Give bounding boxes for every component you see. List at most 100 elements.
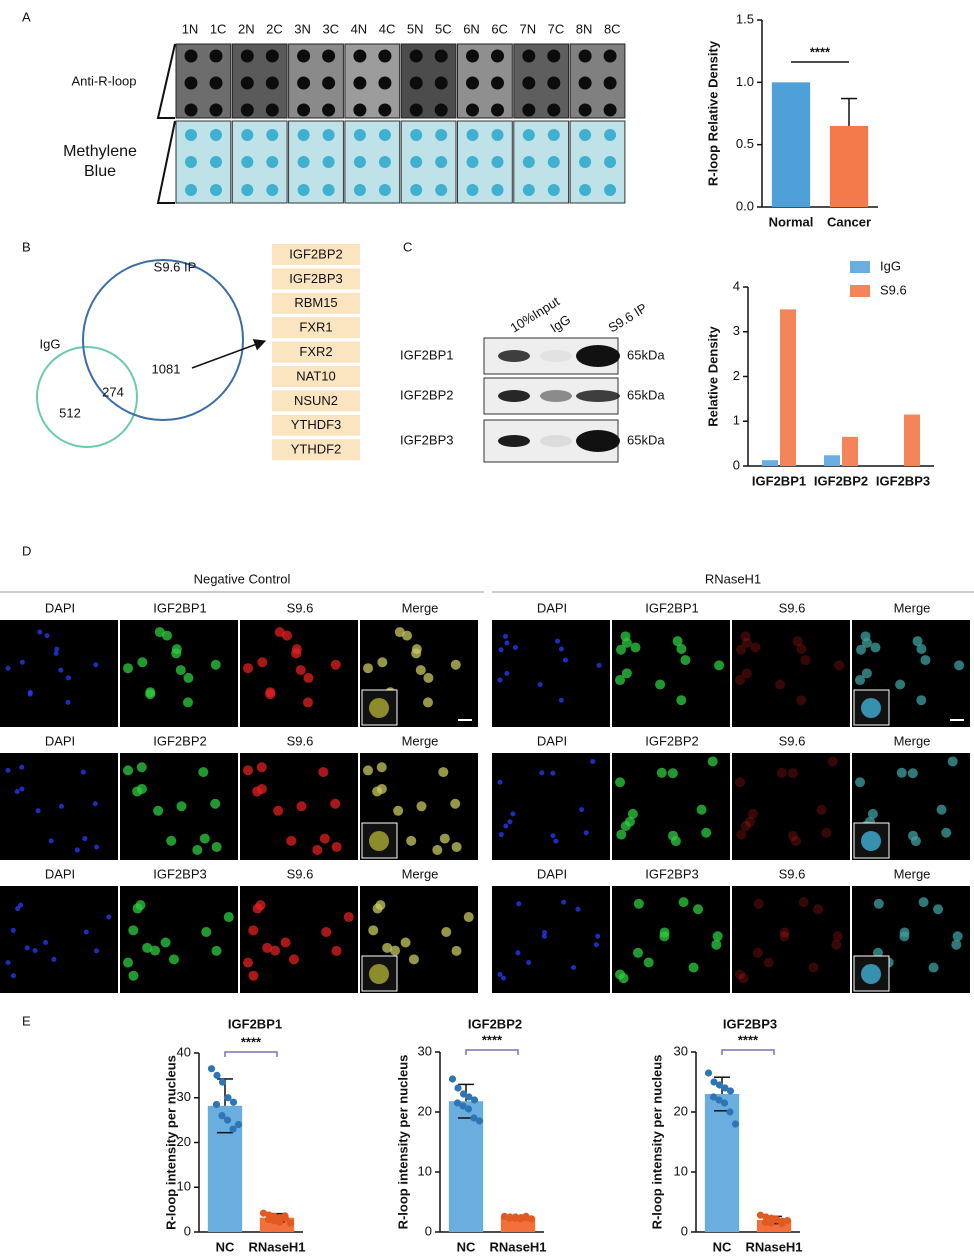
cell xyxy=(210,798,221,809)
blot-dot xyxy=(409,76,423,90)
cell xyxy=(896,767,907,778)
blot-dot xyxy=(353,76,367,90)
point xyxy=(459,1102,467,1110)
cell xyxy=(615,675,626,686)
lane-label: 2N xyxy=(238,21,255,36)
panel-label: C xyxy=(403,239,412,254)
cell xyxy=(947,756,958,767)
cell xyxy=(899,931,910,942)
stain-dot xyxy=(322,156,335,168)
channel-label: DAPI xyxy=(45,866,75,881)
row-label: Methylene Blue xyxy=(63,143,137,180)
point xyxy=(454,1084,462,1092)
venn-count: 274 xyxy=(102,384,124,399)
cell xyxy=(693,904,704,915)
cell xyxy=(643,957,654,968)
venn-count: 1081 xyxy=(152,361,181,376)
cell xyxy=(555,638,561,644)
blot-dot xyxy=(409,103,423,117)
point xyxy=(207,1065,216,1073)
blot-dot xyxy=(547,49,561,63)
point xyxy=(264,1215,273,1224)
cell xyxy=(343,912,354,923)
lane-label: 6C xyxy=(491,21,508,36)
cell xyxy=(595,933,601,939)
stain-dot xyxy=(579,184,592,196)
channel-label: DAPI xyxy=(537,600,567,615)
stain-dot xyxy=(435,129,448,141)
cell xyxy=(176,801,187,812)
blot-dot xyxy=(603,76,617,90)
cell xyxy=(616,644,627,655)
channel-label: Merge xyxy=(402,866,439,881)
point xyxy=(224,1094,232,1102)
cell xyxy=(252,903,263,914)
y-tick-label: 0 xyxy=(733,457,740,472)
point xyxy=(223,1116,232,1124)
channel-label: IGF2BP3 xyxy=(645,866,698,881)
point xyxy=(505,1214,514,1222)
blot-dot xyxy=(491,76,504,90)
y-axis-label: R-loop intensity per nucleus xyxy=(395,1055,410,1230)
stain-dot xyxy=(185,156,197,168)
cell xyxy=(211,841,222,852)
cell xyxy=(941,827,952,838)
bar xyxy=(762,460,778,466)
cell xyxy=(74,847,80,853)
point xyxy=(270,1217,278,1225)
cell xyxy=(166,835,177,846)
lane-label: 8N xyxy=(576,21,593,36)
x-tick-label: NC xyxy=(713,1239,732,1254)
cell xyxy=(503,823,509,829)
stain-dot xyxy=(604,129,617,141)
cell xyxy=(93,662,99,668)
cell xyxy=(243,957,254,968)
blot-dot xyxy=(434,76,448,90)
cell xyxy=(583,830,589,836)
cell xyxy=(463,912,474,923)
cell xyxy=(872,947,883,958)
cell xyxy=(302,697,313,708)
cell xyxy=(741,637,752,648)
wedge xyxy=(156,120,176,204)
cell xyxy=(32,948,38,954)
cell xyxy=(363,765,374,776)
cell xyxy=(415,665,426,676)
point xyxy=(720,1099,729,1107)
cell xyxy=(787,830,798,841)
cell xyxy=(248,970,259,981)
stain-dot xyxy=(466,156,479,168)
y-tick-label: 1.0 xyxy=(736,74,754,89)
cell xyxy=(616,829,627,840)
cell xyxy=(596,662,602,668)
y-tick-label: 0 xyxy=(681,1223,688,1238)
stain-dot xyxy=(185,184,197,196)
cell xyxy=(318,767,329,778)
cell xyxy=(168,954,179,965)
cell xyxy=(422,697,433,708)
cell xyxy=(796,695,807,706)
cell xyxy=(19,786,25,792)
channel-label: IGF2BP1 xyxy=(645,600,698,615)
cell xyxy=(450,798,461,809)
cell xyxy=(501,975,507,981)
cell xyxy=(243,765,254,776)
channel-label: S9.6 xyxy=(287,600,314,615)
cell xyxy=(861,668,872,679)
cell xyxy=(951,939,962,950)
cell xyxy=(432,844,443,855)
cell xyxy=(192,844,203,855)
y-tick-label: 20 xyxy=(418,1103,432,1118)
stain-box xyxy=(457,120,513,204)
blot-box xyxy=(175,43,232,119)
stain-dot xyxy=(410,156,423,168)
stain-dot xyxy=(210,156,222,168)
cell xyxy=(539,770,545,776)
significance-bracket xyxy=(465,1049,519,1055)
y-tick-label: 1 xyxy=(733,413,740,428)
y-axis-label: R-loop Relative Density xyxy=(705,40,720,186)
cell xyxy=(265,689,276,700)
cell xyxy=(747,808,758,819)
cell xyxy=(526,959,532,965)
blot-dot xyxy=(466,49,479,63)
